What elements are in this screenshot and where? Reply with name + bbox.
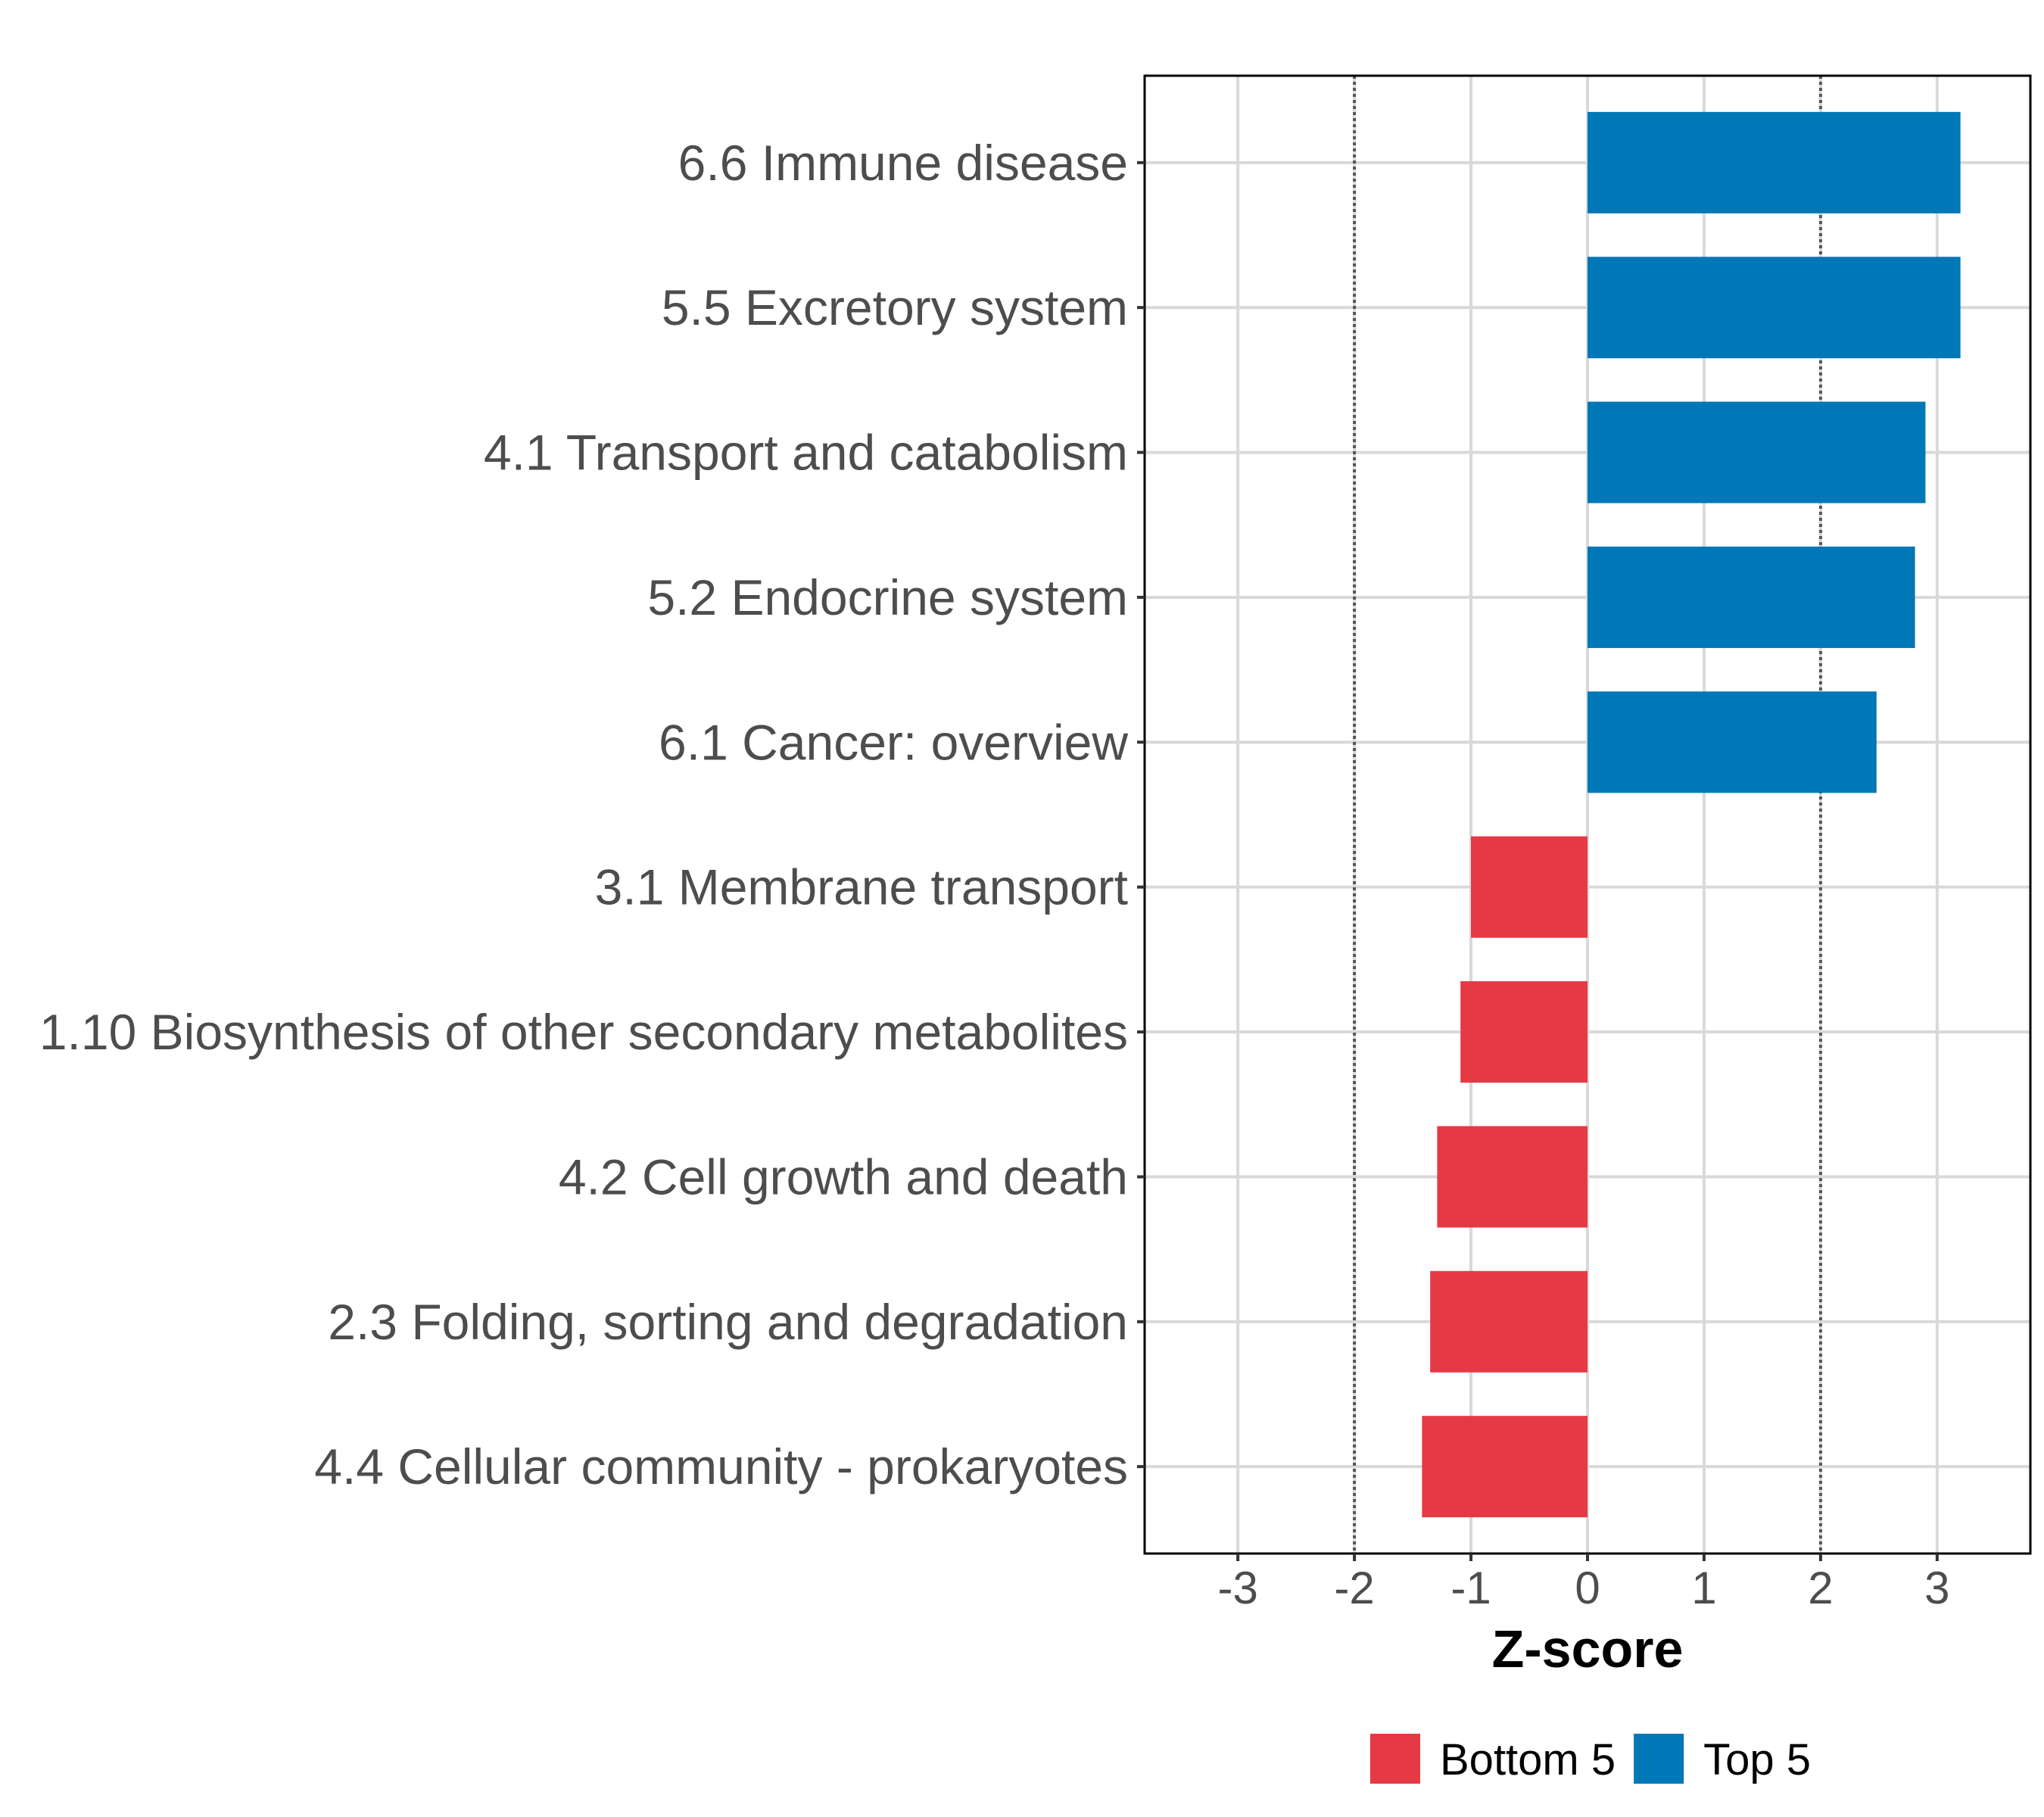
legend-swatch xyxy=(1634,1734,1684,1784)
bar xyxy=(1422,1416,1588,1518)
bar xyxy=(1588,546,1915,648)
reference-lines xyxy=(1353,76,1822,1554)
bar xyxy=(1430,1270,1588,1373)
legend-swatch xyxy=(1370,1734,1420,1784)
x-tick-label: 2 xyxy=(1808,1563,1833,1613)
bar xyxy=(1588,111,1961,213)
category-label: 6.1 Cancer: overview xyxy=(659,714,1128,770)
bar xyxy=(1588,257,1961,359)
legend: Bottom 5 Top 5 xyxy=(1370,1734,1811,1784)
bars xyxy=(1422,111,1961,1518)
bar xyxy=(1437,1126,1588,1228)
bar xyxy=(1471,836,1588,938)
category-label: 4.1 Transport and catabolism xyxy=(484,425,1128,481)
x-axis-ticks: -3 -2 -1 0 1 2 3 xyxy=(1217,1554,1950,1613)
x-tick-label: 1 xyxy=(1691,1563,1716,1613)
legend-label: Top 5 xyxy=(1703,1735,1811,1784)
x-tick-label: 0 xyxy=(1575,1563,1600,1613)
x-tick-label: -2 xyxy=(1334,1563,1374,1613)
category-label: 5.5 Excretory system xyxy=(662,279,1128,335)
category-label: 5.2 Endocrine system xyxy=(647,569,1128,625)
category-label: 3.1 Membrane transport xyxy=(595,859,1128,915)
x-axis-title: Z-score xyxy=(1492,1619,1684,1678)
x-tick-label: -3 xyxy=(1217,1563,1257,1613)
category-label: 1.10 Biosynthesis of other secondary met… xyxy=(39,1004,1128,1060)
category-label: 2.3 Folding, sorting and degradation xyxy=(328,1294,1128,1350)
bar xyxy=(1588,401,1926,503)
bar xyxy=(1460,981,1588,1083)
x-tick-label: -1 xyxy=(1450,1563,1491,1613)
y-axis-category-labels: 6.6 Immune disease 5.5 Excretory system 4.… xyxy=(39,135,1128,1494)
category-label: 4.2 Cell growth and death xyxy=(559,1148,1128,1205)
legend-label: Bottom 5 xyxy=(1440,1735,1616,1784)
category-label: 4.4 Cellular community - prokaryotes xyxy=(314,1438,1128,1494)
bar xyxy=(1588,691,1877,793)
x-tick-label: 3 xyxy=(1924,1563,1949,1613)
y-axis-ticks xyxy=(1137,161,1145,1469)
category-label: 6.6 Immune disease xyxy=(678,135,1128,191)
